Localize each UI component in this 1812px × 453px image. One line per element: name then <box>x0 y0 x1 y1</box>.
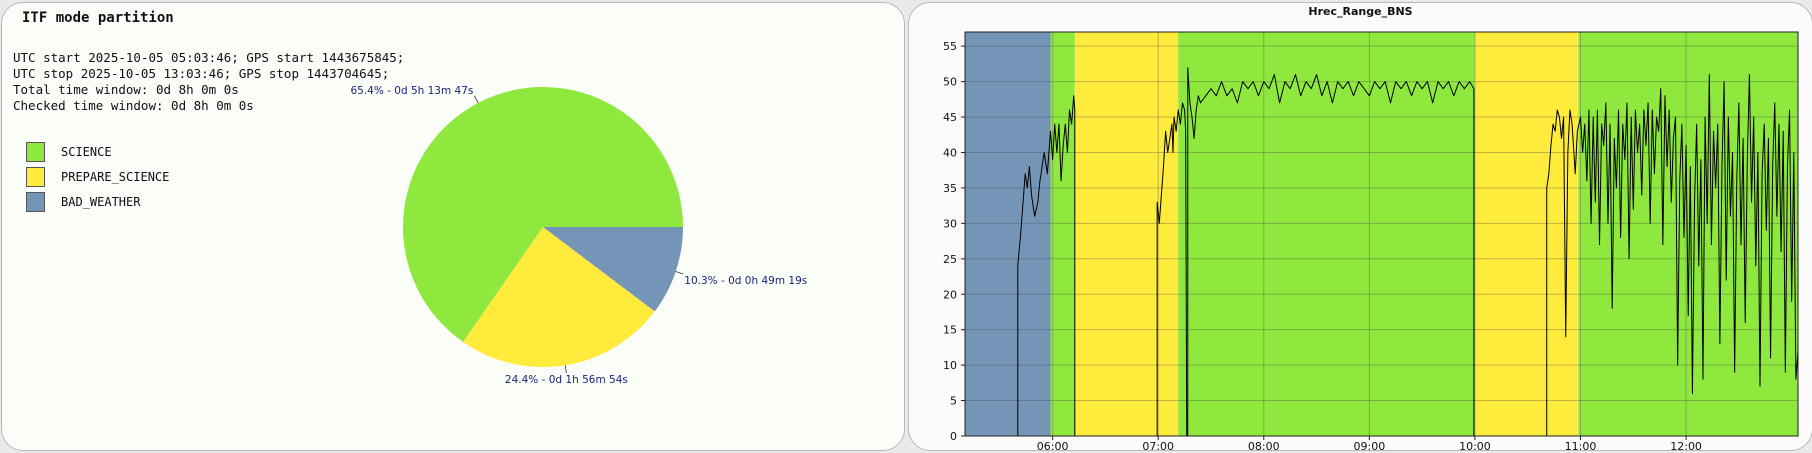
legend-swatch-science <box>26 141 45 162</box>
pie-slice-label-bad-weather: 10.3% - 0d 0h 49m 19s <box>684 275 807 287</box>
pie-slice-science <box>403 87 683 342</box>
legend-swatch-prepare-science <box>26 166 45 187</box>
x-tick-label-8: 08:00 <box>1248 440 1280 450</box>
x-tick-label-6: 06:00 <box>1037 440 1069 450</box>
legend-label-science: SCIENCE <box>61 144 112 159</box>
pie-chart-panel: ITF mode partition UTC start 2025-10-05 … <box>1 2 905 451</box>
info-line-checked-window: Checked time window: 0d 8h 0m 0s <box>13 98 254 113</box>
y-tick-label-30: 30 <box>943 217 957 230</box>
pie-chart-title: ITF mode partition <box>22 10 174 26</box>
series-line-0-segment-0 <box>1017 95 1076 436</box>
pie-slice-bad-weather <box>543 227 684 312</box>
pie-slice-label-prepare-science: 24.4% - 0d 1h 56m 54s <box>505 374 628 386</box>
time-window-info: UTC start 2025-10-05 05:03:46; GPS start… <box>13 50 404 114</box>
mode-band-prepare-science-4 <box>1474 32 1579 436</box>
legend-label-bad-weather: BAD_WEATHER <box>61 194 141 209</box>
legend-swatch-bad-weather <box>26 191 45 212</box>
legend-entry-science: SCIENCE <box>26 139 169 164</box>
x-tick-label-7: 07:00 <box>1142 440 1174 450</box>
y-tick-label-25: 25 <box>943 253 957 266</box>
series-line-0-segment-2 <box>1546 74 1799 436</box>
info-line-utc-start: UTC start 2025-10-05 05:03:46; GPS start… <box>13 50 405 65</box>
line-chart: 0 5 10 15 20 25 30 35 40 45 50 55 06:00 07:00 08:00 09:… <box>943 31 1799 450</box>
mode-band-bad-weather-0 <box>965 32 1051 436</box>
y-tick-label-10: 10 <box>943 359 957 372</box>
pie-label-leader-bad-weather <box>675 271 684 275</box>
pie-label-leader-science <box>474 95 479 104</box>
pie-label-leader-prepare-science <box>564 365 567 374</box>
y-tick-label-20: 20 <box>943 288 957 301</box>
x-tick-label-11: 11:00 <box>1565 440 1597 450</box>
y-tick-label-0: 0 <box>950 430 957 443</box>
y-tick-label-55: 55 <box>943 40 957 53</box>
y-tick-label-45: 45 <box>943 111 957 124</box>
x-tick-label-12: 12:00 <box>1670 440 1702 450</box>
legend-label-prepare-science: PREPARE_SCIENCE <box>61 169 170 184</box>
legend-entry-prepare-science: PREPARE_SCIENCE <box>26 164 169 189</box>
x-tick-label-10: 10:00 <box>1459 440 1491 450</box>
y-tick-label-40: 40 <box>943 146 957 159</box>
x-tick-label-9: 09:00 <box>1354 440 1386 450</box>
info-line-total-window: Total time window: 0d 8h 0m 0s <box>13 82 239 97</box>
info-line-utc-stop: UTC stop 2025-10-05 13:03:46; GPS stop 1… <box>13 66 390 81</box>
line-chart-panel: Hrec_Range_BNS 0 5 10 15 20 25 30 35 40 45 50 55 06:… <box>908 2 1812 451</box>
mode-band-science-3 <box>1178 32 1475 436</box>
y-tick-label-50: 50 <box>943 76 957 89</box>
pie-slice-label-science: 65.4% - 0d 5h 13m 47s <box>350 85 473 97</box>
mode-band-science-1 <box>1050 32 1075 436</box>
pie-chart: 65.4% - 0d 5h 13m 47s 24.4% - 0d 1h 56m 5… <box>350 85 807 386</box>
y-tick-label-5: 5 <box>950 395 957 408</box>
pie-legend: SCIENCE PREPARE_SCIENCE BAD_WEATHER <box>26 139 169 214</box>
series-line-0-segment-1 <box>1156 66 1475 437</box>
legend-entry-bad-weather: BAD_WEATHER <box>26 189 169 214</box>
pie-slice-prepare-science <box>463 227 655 368</box>
line-chart-title: Hrec_Range_BNS <box>1308 5 1413 18</box>
y-tick-label-35: 35 <box>943 182 957 195</box>
mode-band-prepare-science-2 <box>1074 32 1179 436</box>
y-tick-label-15: 15 <box>943 324 957 337</box>
plot-frame <box>964 31 1799 437</box>
